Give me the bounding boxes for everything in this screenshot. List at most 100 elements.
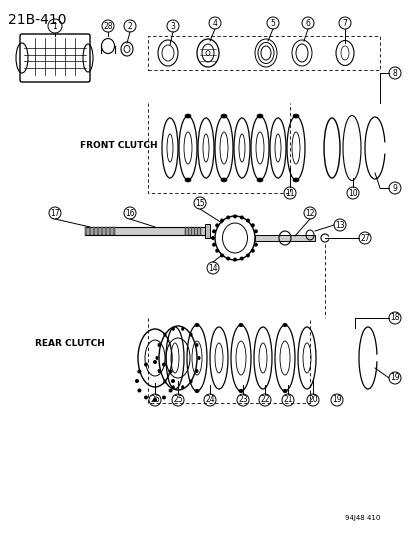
Ellipse shape: [168, 389, 172, 392]
Ellipse shape: [253, 243, 257, 247]
Text: 13: 13: [335, 221, 344, 230]
Ellipse shape: [215, 223, 218, 227]
Ellipse shape: [215, 249, 218, 253]
Text: 12: 12: [304, 208, 314, 217]
Ellipse shape: [144, 395, 147, 399]
Ellipse shape: [185, 114, 190, 118]
Ellipse shape: [163, 333, 166, 337]
Ellipse shape: [221, 114, 226, 118]
Bar: [185, 227, 186, 235]
Bar: [113, 227, 115, 235]
Ellipse shape: [157, 343, 160, 347]
Bar: [204, 224, 209, 238]
Ellipse shape: [238, 389, 243, 393]
Text: 9: 9: [392, 183, 396, 192]
Ellipse shape: [239, 256, 243, 261]
Ellipse shape: [163, 379, 166, 383]
Bar: [197, 227, 198, 235]
Ellipse shape: [221, 178, 226, 182]
Bar: [93, 227, 95, 235]
Ellipse shape: [157, 369, 160, 373]
Ellipse shape: [189, 333, 192, 337]
Text: 14: 14: [208, 263, 217, 272]
Ellipse shape: [171, 327, 174, 331]
Ellipse shape: [253, 229, 257, 233]
Ellipse shape: [194, 389, 199, 393]
Bar: [105, 227, 107, 235]
Bar: [109, 227, 111, 235]
Ellipse shape: [233, 214, 236, 219]
Ellipse shape: [195, 343, 198, 347]
Ellipse shape: [181, 385, 184, 389]
Bar: [97, 227, 99, 235]
Text: 21B-410: 21B-410: [8, 13, 66, 27]
Ellipse shape: [225, 256, 230, 261]
Ellipse shape: [245, 254, 249, 257]
Ellipse shape: [211, 243, 216, 247]
Ellipse shape: [233, 257, 236, 262]
Ellipse shape: [245, 219, 249, 222]
Ellipse shape: [189, 379, 192, 383]
Bar: [188, 227, 189, 235]
Text: 21: 21: [282, 395, 292, 405]
Bar: [85, 227, 87, 235]
Ellipse shape: [239, 215, 243, 220]
Ellipse shape: [171, 379, 175, 383]
Text: 23: 23: [237, 395, 247, 405]
Ellipse shape: [211, 229, 216, 233]
Bar: [199, 227, 201, 235]
Text: 11: 11: [285, 189, 294, 198]
Text: 17: 17: [50, 208, 59, 217]
Ellipse shape: [282, 389, 287, 393]
Text: 10: 10: [347, 189, 357, 198]
Ellipse shape: [282, 323, 287, 327]
Text: 27: 27: [359, 233, 369, 243]
Text: 5: 5: [270, 19, 275, 28]
Ellipse shape: [153, 360, 157, 364]
Ellipse shape: [168, 369, 172, 374]
Ellipse shape: [256, 114, 262, 118]
Ellipse shape: [195, 369, 198, 373]
Ellipse shape: [238, 323, 243, 327]
Bar: [89, 227, 91, 235]
Ellipse shape: [292, 178, 298, 182]
Ellipse shape: [181, 327, 184, 331]
Bar: [190, 227, 192, 235]
Ellipse shape: [194, 323, 199, 327]
Text: 28: 28: [103, 21, 112, 30]
Ellipse shape: [250, 249, 254, 253]
Text: 19: 19: [389, 374, 399, 383]
Ellipse shape: [161, 395, 166, 399]
Ellipse shape: [155, 356, 158, 360]
Text: 2: 2: [127, 21, 132, 30]
Text: 8: 8: [392, 69, 396, 77]
Text: 26: 26: [150, 395, 159, 405]
Ellipse shape: [254, 236, 259, 240]
Text: REAR CLUTCH: REAR CLUTCH: [35, 338, 104, 348]
Ellipse shape: [292, 114, 298, 118]
Text: 4: 4: [212, 19, 217, 28]
Ellipse shape: [185, 178, 190, 182]
Ellipse shape: [137, 369, 141, 374]
Text: 15: 15: [195, 198, 204, 207]
Text: 18: 18: [389, 313, 399, 322]
Text: 24: 24: [205, 395, 214, 405]
Text: 3: 3: [170, 21, 175, 30]
Text: 22: 22: [260, 395, 269, 405]
Ellipse shape: [144, 362, 147, 367]
Bar: [254, 235, 314, 241]
Ellipse shape: [153, 398, 157, 402]
Text: 25: 25: [173, 395, 183, 405]
Ellipse shape: [161, 362, 166, 367]
Ellipse shape: [135, 379, 139, 383]
Text: 1: 1: [52, 21, 57, 30]
Ellipse shape: [171, 385, 174, 389]
Text: 19: 19: [331, 395, 341, 405]
Ellipse shape: [220, 219, 223, 222]
Ellipse shape: [250, 223, 254, 227]
Ellipse shape: [220, 254, 223, 257]
Text: FRONT CLUTCH: FRONT CLUTCH: [80, 141, 157, 149]
Bar: [85, 227, 204, 235]
Ellipse shape: [197, 356, 200, 360]
Ellipse shape: [225, 215, 230, 220]
